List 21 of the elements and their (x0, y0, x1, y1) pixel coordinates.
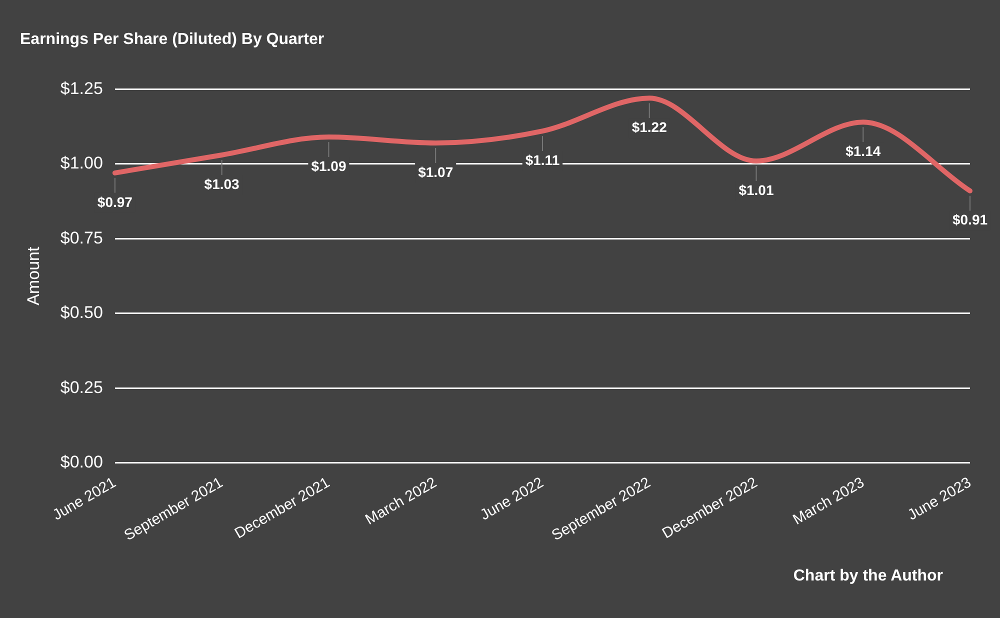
y-tick-label: $1.25 (60, 78, 103, 98)
y-tick-label: $0.25 (60, 378, 103, 397)
text: $1.03 (204, 176, 240, 192)
text: $1.09 (311, 158, 346, 174)
text: $1.22 (632, 119, 667, 136)
x-tick-label: June 2023 (904, 474, 974, 524)
y-tick-label: $0.75 (60, 228, 103, 248)
text: Chart by the Author (793, 567, 943, 584)
x-tick-label: June 2021 (50, 474, 120, 524)
y-tick-label: $1.00 (60, 154, 103, 173)
text: $1.11 (525, 152, 560, 168)
y-axis-title: Amount (24, 246, 43, 306)
text: $1.14 (846, 142, 881, 159)
text: $0.91 (952, 212, 988, 228)
text: $1.07 (418, 164, 454, 180)
x-tick-label: June 2022 (477, 474, 547, 524)
text: $1.01 (738, 182, 774, 198)
chart-title: Earnings Per Share (Diluted) By Quarter (20, 31, 324, 48)
text: $0.97 (97, 194, 132, 210)
y-tick-label: $0.50 (60, 303, 103, 322)
y-tick-label: $0.00 (60, 452, 103, 472)
